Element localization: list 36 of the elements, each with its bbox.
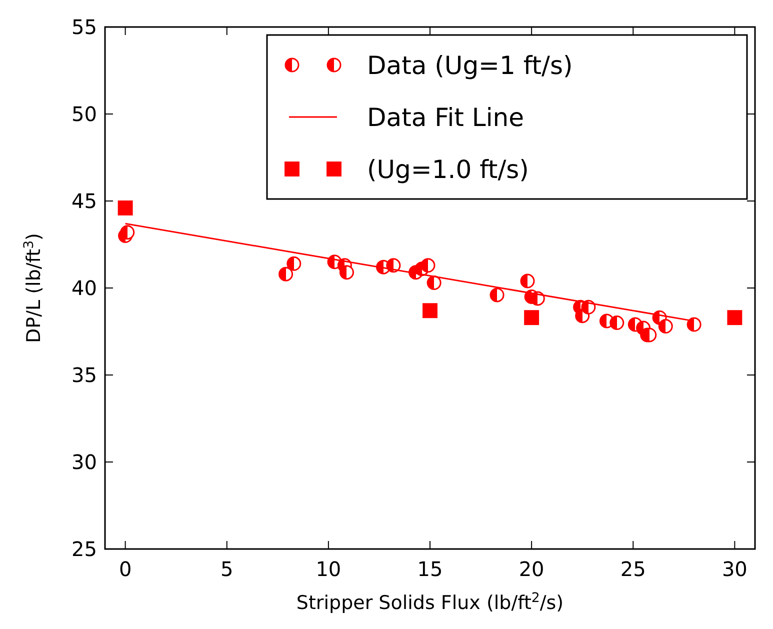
point xyxy=(120,225,135,240)
point xyxy=(426,276,442,290)
legend-label: (Ug=1.0 ft/s) xyxy=(367,155,529,184)
legend-label: Data (Ug=1 ft/s) xyxy=(367,51,573,80)
x-tick-label: 20 xyxy=(518,557,544,581)
x-tick-label: 10 xyxy=(316,557,342,581)
x-tick-label: 25 xyxy=(620,557,646,581)
y-tick-label: 45 xyxy=(72,189,97,213)
point xyxy=(658,319,673,334)
point xyxy=(524,310,540,326)
point xyxy=(610,316,624,330)
point xyxy=(422,303,438,318)
point xyxy=(386,258,401,273)
y-tick-label: 25 xyxy=(72,537,97,561)
point xyxy=(420,258,436,273)
x-tick-label: 5 xyxy=(220,557,234,581)
point xyxy=(520,274,535,288)
point xyxy=(581,300,596,314)
y-tick-label: 30 xyxy=(72,450,97,474)
y-tick-label: 40 xyxy=(72,276,97,300)
point xyxy=(118,200,133,216)
y-tick-label: 55 xyxy=(72,15,97,39)
point xyxy=(686,317,702,332)
x-tick-label: 0 xyxy=(118,557,132,581)
x-tick-label: 15 xyxy=(417,557,443,581)
y-tick-label: 35 xyxy=(72,363,97,387)
point xyxy=(727,310,742,326)
point xyxy=(530,291,545,306)
y-tick-label: 50 xyxy=(72,102,97,126)
point xyxy=(286,256,302,271)
x-axis-title: Stripper Solids Flux (lb/ft$^{2}$/s) xyxy=(296,590,564,614)
legend-label: Data Fit Line xyxy=(367,103,524,132)
x-tick-label: 30 xyxy=(722,557,748,581)
point xyxy=(278,266,294,282)
point xyxy=(339,265,354,280)
point xyxy=(490,288,504,302)
